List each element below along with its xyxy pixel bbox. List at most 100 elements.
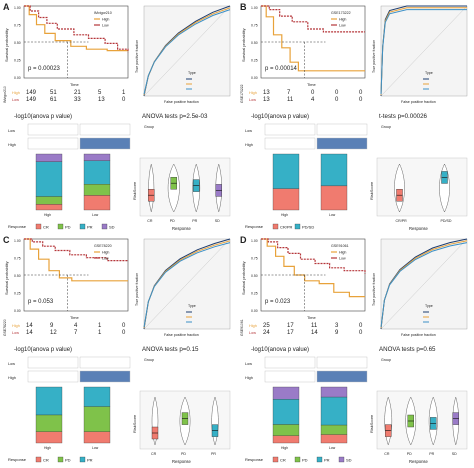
roc-diagonal — [380, 5, 468, 97]
stack-group-label: High — [44, 446, 51, 450]
risk-value: 13 — [263, 97, 270, 103]
bars-legend-label: PD — [65, 458, 71, 463]
bars-cell — [264, 356, 316, 369]
risk-value: 0 — [335, 97, 339, 103]
bars-legend-swatch — [35, 223, 42, 230]
stack-segment — [320, 185, 348, 211]
risk-row-label: High — [249, 324, 257, 328]
stack-segment — [35, 204, 63, 211]
stack-segment — [35, 196, 63, 205]
bars-legend-swatch — [57, 223, 64, 230]
violin-ylabel: RiskScore — [369, 414, 374, 433]
risk-value: 0 — [359, 90, 363, 96]
roc-diagonal — [380, 238, 468, 330]
risk-value: 13 — [98, 97, 105, 103]
stack-segment — [272, 386, 300, 400]
roc-xlabel: False positive fraction — [401, 333, 436, 337]
km-ytick: 1.00 — [251, 6, 258, 10]
stack-segment — [83, 160, 111, 185]
km-ytick: 0.25 — [251, 292, 258, 296]
km-ytick: 0.00 — [14, 309, 21, 313]
violin-category-label: PD — [181, 452, 186, 456]
km-ylabel: Survival probability — [4, 28, 9, 62]
km-ytick: 0.00 — [14, 76, 21, 80]
km-pvalue: p = 0.00023 — [28, 66, 61, 72]
violin-frame — [376, 157, 468, 217]
risk-value: 12 — [50, 330, 57, 336]
km-ytick: 0.50 — [251, 41, 258, 45]
risk-value: 17 — [287, 330, 294, 336]
bars-legend-title: Response — [245, 457, 264, 462]
risk-value: 0 — [311, 90, 315, 96]
risk-value: 1 — [98, 323, 102, 329]
km-ytick: 0.25 — [251, 59, 258, 63]
risk-value: 14 — [26, 323, 33, 329]
bars-legend-label: PD/SD — [302, 225, 314, 230]
stack-segment — [83, 153, 111, 161]
stack-group-label: High — [281, 446, 288, 450]
stack-segment — [35, 431, 63, 444]
km-ytick: 0.75 — [14, 257, 21, 261]
risk-value: 3 — [335, 323, 339, 329]
bars-legend-swatch — [294, 223, 301, 230]
risk-row-label: High — [249, 91, 257, 95]
km-ytick: 0.50 — [14, 274, 21, 278]
km-ytick: 0.00 — [251, 309, 258, 313]
bars-row-label: Low — [8, 362, 15, 366]
km-legend-label-low: Low — [339, 24, 346, 28]
bars-row-label: High — [8, 376, 16, 380]
roc-xlabel: False positive fraction — [401, 100, 436, 104]
stack-segment — [272, 188, 300, 211]
bars-legend-title: Response — [245, 224, 264, 229]
bars-row-label: High — [245, 376, 253, 380]
stack-segment — [35, 386, 63, 416]
stack-segment — [83, 431, 111, 444]
panel-letter: B — [240, 2, 247, 12]
violin-category-label: PD — [170, 219, 175, 223]
stack-segment — [272, 435, 300, 444]
risk-value: 13 — [263, 90, 270, 96]
km-xlabel: Time — [307, 82, 317, 87]
km-legend-label-low: Low — [339, 257, 346, 261]
violin-category-label: PD — [407, 452, 412, 456]
risk-value: 0 — [122, 97, 126, 103]
stack-segment — [83, 386, 111, 407]
stack-segment — [272, 153, 300, 189]
km-side-label: GSE91061 — [240, 319, 244, 336]
stack-segment — [83, 195, 111, 211]
violin-legend-title: Group — [144, 125, 154, 129]
stack-segment — [320, 153, 348, 187]
bars-legend-label: CR — [43, 225, 49, 230]
km-pvalue: p = 0.00014 — [265, 66, 298, 72]
bars-cell — [264, 137, 316, 150]
bars-title: -log10(anova p value) — [251, 347, 309, 353]
km-xlabel: Time — [70, 82, 80, 87]
roc-curve — [143, 242, 231, 328]
violin-frame — [139, 157, 231, 217]
bars-cell — [316, 370, 368, 383]
km-side-label: GSE78220 — [3, 319, 7, 336]
roc-ylabel: True positive fraction — [372, 273, 376, 306]
stack-group-label: High — [44, 213, 51, 217]
violin-legend-title: Group — [144, 358, 154, 362]
bars-row-label: High — [245, 143, 253, 147]
violin-xlabel: Response — [172, 226, 192, 231]
km-curve-low — [24, 238, 128, 262]
violin-xlabel: Response — [409, 459, 429, 464]
risk-value: 0 — [359, 323, 363, 329]
km-curve-high — [261, 5, 365, 72]
roc-legend-title: Type — [188, 71, 196, 75]
bars-legend-title: Response — [8, 224, 27, 229]
stack-group-label: Low — [92, 446, 99, 450]
risk-row-label: High — [12, 91, 20, 95]
bars-legend-swatch — [79, 223, 86, 230]
risk-value: 0 — [122, 323, 126, 329]
km-curve-high — [261, 238, 365, 298]
violin-ylabel: RiskScore — [369, 181, 374, 200]
risk-value: 11 — [311, 323, 318, 329]
violin-category-label: SD — [452, 452, 457, 456]
risk-value: 9 — [50, 323, 54, 329]
bars-legend-label: PD — [302, 458, 308, 463]
stack-segment — [35, 414, 63, 432]
